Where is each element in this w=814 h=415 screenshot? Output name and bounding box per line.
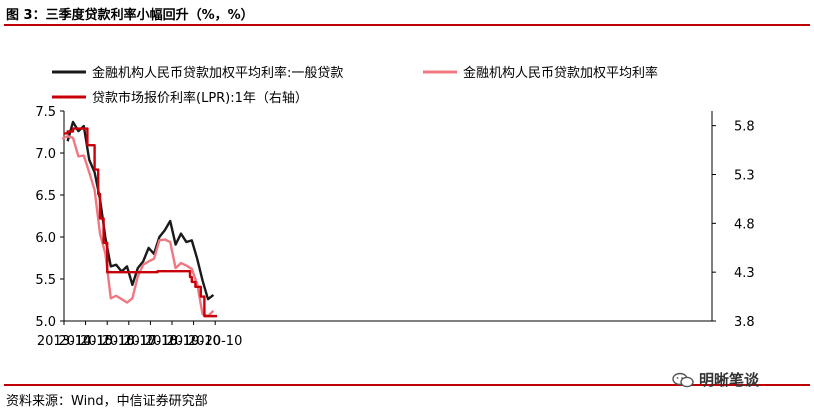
bottom-rule [4,384,810,386]
watermark: 明晰笔谈 [672,369,759,390]
source-note: 资料来源：Wind，中信证券研究部 [6,394,208,409]
series-lpr-line [64,127,217,318]
x-tick-label: 2019-10 [166,334,220,349]
x-tick-label: 2017-10 [123,334,177,349]
series-general-loan-line [66,120,215,301]
legend: 金融机构人民币贷款加权平均利率:一般贷款 金融机构人民币贷款加权平均利率 贷款市… [52,65,658,106]
wechat-icon [672,372,694,387]
left-tick-label: 5.5 [35,273,56,288]
right-tick-label: 5.8 [734,120,755,135]
x-tick-label: 2013-10 [37,334,91,349]
x-tick-label: 2020-10 [188,334,242,349]
legend-label-lpr: 贷款市场报价利率(LPR):1年（右轴） [92,90,308,106]
x-tick-label: 2015-10 [80,334,134,349]
left-tick-label: 6.0 [35,231,56,246]
right-tick-label: 5.3 [734,168,755,183]
top-rule [4,24,810,26]
left-tick-label: 7.5 [35,105,56,120]
series-lines [61,120,217,318]
left-tick-label: 7.0 [35,147,56,162]
axes: 5.0 5.5 6.0 6.5 7.0 7.5 3.8 4.3 4.8 5.3 5.8 2013-10… [35,105,754,349]
x-tick-label: 2016-10 [102,334,156,349]
figure-title: 图 3：三季度贷款利率小幅回升（%，%） [6,8,254,23]
legend-label-all-loan: 金融机构人民币贷款加权平均利率 [463,65,658,81]
right-tick-label: 4.3 [734,266,755,281]
x-tick-label: 2014-10 [58,334,112,349]
right-tick-label: 3.8 [734,315,755,330]
left-tick-label: 6.5 [35,189,56,204]
watermark-text: 明晰笔谈 [699,371,760,389]
right-tick-label: 4.8 [734,217,755,232]
left-tick-label: 5.0 [35,315,56,330]
x-tick-label: 2018-10 [145,334,199,349]
legend-label-general-loan: 金融机构人民币贷款加权平均利率:一般贷款 [92,65,343,81]
series-all-loan-line [61,135,215,318]
